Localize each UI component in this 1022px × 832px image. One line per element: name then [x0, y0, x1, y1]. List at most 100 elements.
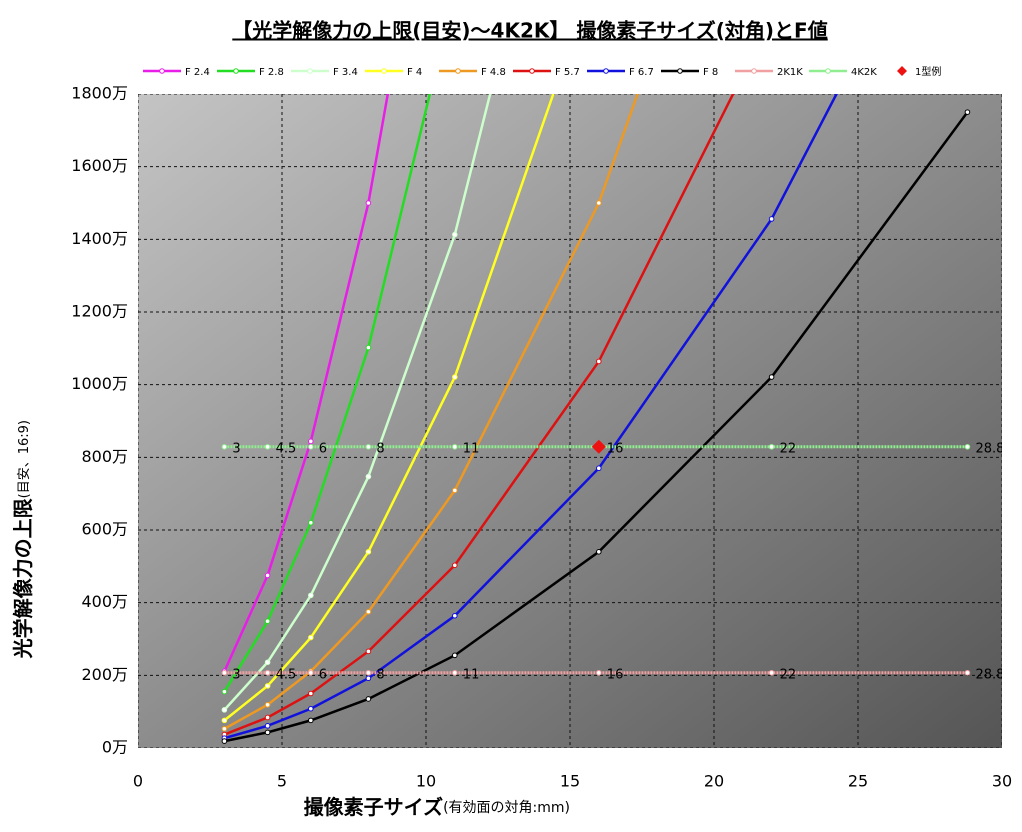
- data-label: 6: [319, 441, 327, 456]
- data-label: 11: [463, 667, 480, 682]
- data-label: 8: [376, 667, 384, 682]
- y-tick-label: 1000万: [71, 374, 128, 393]
- data-point: [308, 443, 314, 450]
- x-label-note: (有効面の対角:mm): [443, 800, 570, 816]
- highlight-point: [591, 439, 606, 454]
- data-point: [768, 443, 775, 450]
- data-label: 16: [607, 667, 624, 682]
- data-point: [596, 200, 602, 206]
- data-point: [452, 443, 458, 450]
- data-point: [308, 519, 314, 526]
- data-label: 3: [232, 441, 240, 456]
- data-point: [365, 549, 372, 555]
- y-tick-label: 200万: [81, 665, 128, 684]
- y-tick-label: 800万: [81, 447, 128, 466]
- legend-marker: [751, 68, 757, 74]
- data-label: 8: [376, 441, 384, 456]
- series-line: [224, 111, 969, 743]
- data-point: [308, 690, 314, 697]
- data-point: [768, 669, 775, 676]
- legend-label: F 5.7: [555, 67, 580, 78]
- data-label: 6: [319, 667, 327, 682]
- y-axis-label: 光学解像力の上限(目安、16:9): [11, 420, 35, 659]
- y-tick-label: 1800万: [71, 84, 128, 103]
- data-point: [768, 216, 775, 222]
- chart-title: 【光学解像力の上限(目安)〜4K2K】 撮像素子サイズ(対角)とF値: [232, 19, 827, 43]
- data-point: [596, 358, 602, 365]
- legend-marker: [825, 68, 831, 74]
- data-point: [365, 648, 372, 655]
- data-point: [221, 669, 228, 676]
- data-point: [308, 634, 314, 641]
- x-tick-label: 0: [133, 772, 143, 791]
- data-label: 22: [780, 667, 797, 682]
- y-tick-label: 1400万: [71, 229, 128, 248]
- data-point: [452, 669, 458, 676]
- data-label: 16: [607, 441, 624, 456]
- data-point: [768, 374, 775, 380]
- x-label-main: 撮像素子サイズ: [304, 795, 443, 819]
- data-point: [308, 669, 314, 676]
- data-label: 4.5: [276, 441, 297, 456]
- data-point: [264, 701, 271, 708]
- legend-marker: [381, 68, 387, 74]
- x-tick-label: 15: [560, 772, 580, 791]
- data-point: [452, 612, 458, 619]
- data-point: [452, 562, 458, 569]
- data-point: [964, 669, 971, 676]
- data-point: [308, 717, 314, 724]
- x-tick-label: 10: [416, 772, 436, 791]
- data-point: [264, 683, 271, 689]
- data-point: [308, 438, 314, 445]
- data-point: [221, 707, 228, 713]
- legend-label: 4K2K: [851, 67, 877, 78]
- legend-marker: [159, 68, 165, 74]
- legend-label: F 2.8: [259, 67, 284, 78]
- data-point: [264, 714, 271, 721]
- x-tick-label: 30: [992, 772, 1012, 791]
- series-line: [223, 94, 432, 693]
- legend-label: F 6.7: [629, 67, 654, 78]
- data-point: [221, 725, 228, 732]
- data-label: 28.8: [975, 441, 1004, 456]
- data-point: [596, 669, 602, 676]
- series-line: [223, 94, 390, 672]
- data-point: [264, 659, 271, 666]
- legend-marker: [307, 68, 313, 74]
- data-label: 22: [780, 441, 797, 456]
- y-tick-label: 0万: [102, 738, 128, 757]
- series-line: [224, 94, 838, 740]
- data-point: [596, 549, 602, 555]
- data-point: [365, 344, 372, 351]
- data-point: [365, 669, 372, 676]
- data-point: [308, 592, 314, 599]
- data-point: [264, 669, 271, 676]
- data-point: [596, 465, 602, 472]
- data-point: [365, 443, 372, 450]
- data-point: [365, 200, 372, 206]
- data-label: 11: [463, 441, 480, 456]
- data-point: [452, 652, 458, 659]
- legend-marker: [233, 68, 239, 74]
- legend-label: F 4.8: [481, 67, 506, 78]
- data-point: [264, 443, 271, 450]
- data-point: [221, 443, 228, 450]
- legend-marker: [603, 68, 609, 74]
- data-point: [221, 717, 228, 724]
- series-line: [223, 94, 492, 711]
- y-tick-label: 1600万: [71, 156, 128, 175]
- y-tick-label: 600万: [81, 520, 128, 539]
- legend-label: 1型例: [915, 65, 941, 78]
- y-tick-label: 1200万: [71, 302, 128, 321]
- plot: 3 4.5 6 8 11 16 22 28.8 3 4.5 6 8 11 16 22 28.8: [138, 94, 1004, 748]
- data-point: [964, 109, 971, 115]
- legend-marker: [529, 68, 535, 74]
- legend-marker: [897, 66, 907, 76]
- data-point: [452, 374, 458, 380]
- legend-marker: [455, 68, 461, 74]
- data-point: [452, 231, 458, 238]
- legend-marker: [677, 68, 683, 74]
- data-point: [365, 675, 372, 682]
- y-label-note: (目安、16:9): [17, 420, 32, 498]
- x-tick-label: 20: [704, 772, 724, 791]
